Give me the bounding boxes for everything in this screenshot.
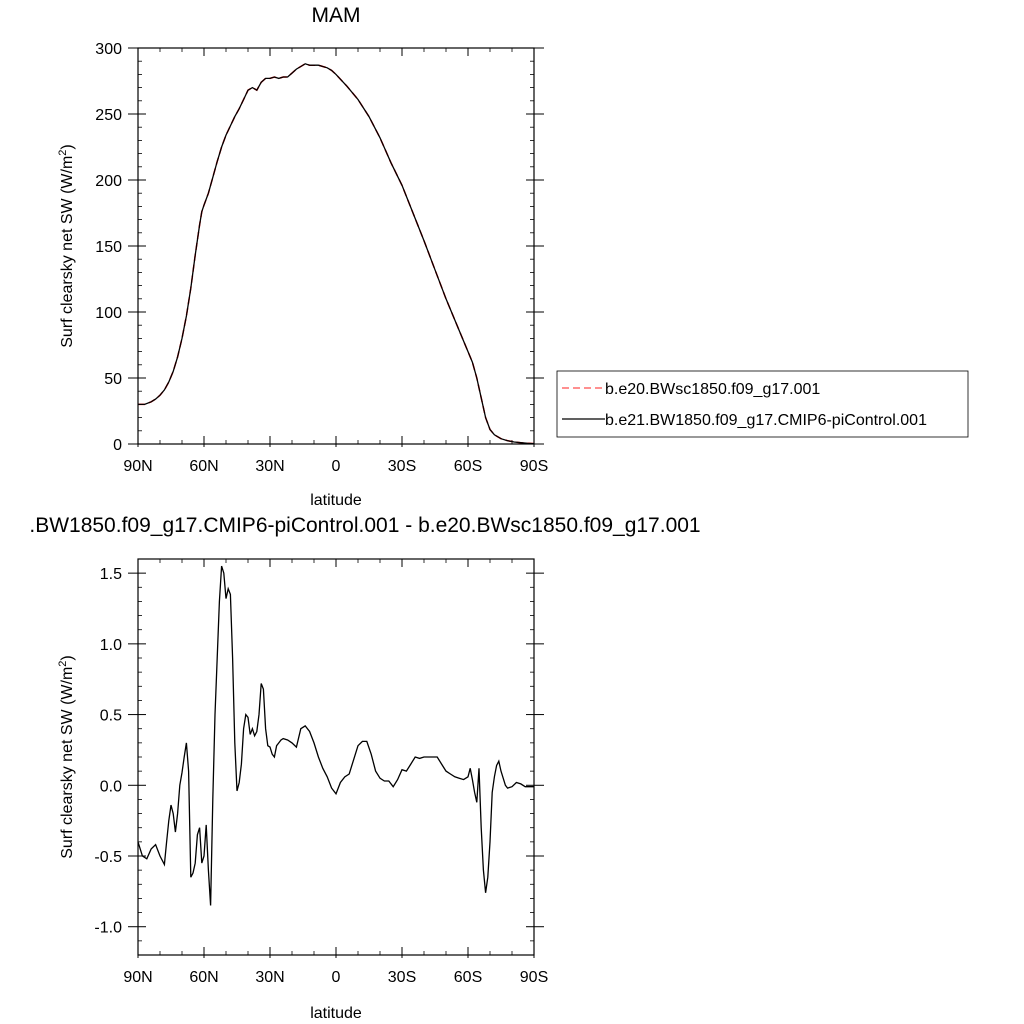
y-tick-label: 0.5: [100, 708, 122, 725]
bottom-plot-frame: [137, 558, 535, 956]
x-tick-label: 0: [332, 458, 341, 475]
bottom-y-axis-label-close: ): [59, 655, 76, 660]
x-tick-label: 60N: [189, 458, 218, 475]
x-tick-label: 60S: [454, 458, 482, 475]
legend-label-series-1: b.e20.BWsc1850.f09_g17.001: [605, 381, 820, 398]
x-tick-label: 60S: [454, 969, 482, 986]
x-tick-label: 30S: [388, 458, 416, 475]
series-line-1: [137, 565, 534, 906]
top-y-axis-label-close: ): [59, 144, 76, 149]
bottom-axis-ticks: [128, 558, 544, 958]
bottom-panel: .BW1850.f09_g17.CMIP6-piControl.001 - b.…: [29, 514, 700, 1022]
legend: b.e20.BWsc1850.f09_g17.001 b.e21.BW1850.…: [556, 370, 969, 438]
top-x-tick-labels: 90N 60N 30N 0 30S 60S 90S: [123, 458, 548, 475]
bottom-y-axis-label-sup: 2: [57, 661, 69, 667]
x-tick-label: 90N: [123, 458, 152, 475]
y-tick-label: 300: [95, 41, 122, 58]
bottom-y-tick-labels: 1.5 1.0 0.5 0.0 -0.5 -1.0: [94, 566, 122, 937]
y-tick-label: 1.5: [100, 566, 122, 583]
top-plot-frame: [137, 47, 535, 445]
top-y-tick-labels: 0 50 100 150 200 250 300: [95, 41, 122, 454]
top-y-axis-label: Surf clearsky net SW (W/m2): [57, 144, 76, 347]
x-tick-label: 60N: [189, 969, 218, 986]
series-line-2: [138, 63, 535, 445]
y-tick-label: 250: [95, 107, 122, 124]
series-line-1: [138, 62, 535, 445]
top-panel: MAM 90N 60N 30N 0 30S 60S 90S 0 50 100 150 200 250 3…: [57, 4, 548, 509]
legend-label-series-2: b.e21.BW1850.f09_g17.CMIP6-piControl.001: [605, 412, 927, 429]
y-tick-label: 50: [104, 371, 122, 388]
x-tick-label: 30N: [255, 458, 284, 475]
top-x-axis-label: latitude: [310, 492, 362, 509]
x-tick-label: 30S: [388, 969, 416, 986]
legend-box: [556, 370, 969, 438]
x-tick-label: 90S: [520, 969, 548, 986]
bottom-series-lines: [137, 565, 534, 906]
y-tick-label: -1.0: [94, 920, 122, 937]
y-tick-label: -0.5: [94, 849, 122, 866]
bottom-x-tick-labels: 90N 60N 30N 0 30S 60S 90S: [123, 969, 548, 986]
y-tick-label: 150: [95, 239, 122, 256]
y-tick-label: 100: [95, 305, 122, 322]
y-tick-label: 200: [95, 173, 122, 190]
y-tick-label: 0: [113, 437, 122, 454]
bottom-y-axis-label: Surf clearsky net SW (W/m2): [57, 655, 76, 858]
top-chart-title: MAM: [312, 4, 361, 27]
x-tick-label: 30N: [255, 969, 284, 986]
top-y-axis-label-text: Surf clearsky net SW (W/m: [59, 156, 76, 348]
top-axis-ticks: [128, 47, 544, 447]
y-tick-label: 1.0: [100, 637, 122, 654]
x-tick-label: 0: [332, 969, 341, 986]
bottom-x-axis-label: latitude: [310, 1005, 362, 1022]
top-y-axis-label-sup: 2: [57, 150, 69, 156]
bottom-y-axis-label-text: Surf clearsky net SW (W/m: [59, 667, 76, 859]
bottom-chart-title: .BW1850.f09_g17.CMIP6-piControl.001 - b.…: [29, 514, 700, 537]
y-tick-label: 0.0: [100, 778, 122, 795]
x-tick-label: 90S: [520, 458, 548, 475]
x-tick-label: 90N: [123, 969, 152, 986]
top-series-lines: [138, 62, 535, 445]
